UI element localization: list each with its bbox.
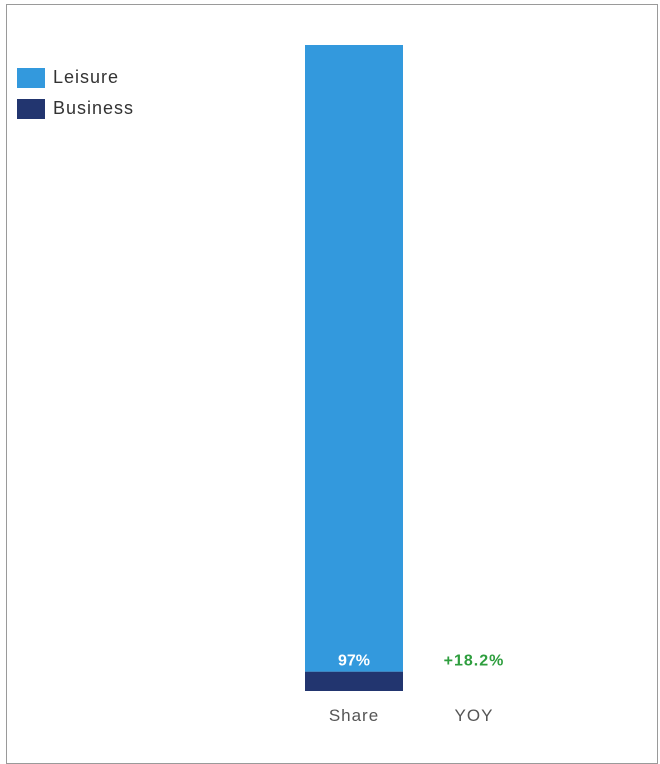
x-tick-label-yoy: YOY [455,706,494,725]
legend: Leisure Business [17,62,134,124]
legend-label-leisure: Leisure [53,67,120,87]
bar-segment-business[interactable] [305,671,403,691]
legend-label-business: Business [53,98,135,118]
data-label-yoy: +18.2% [444,653,505,670]
legend-item-business[interactable]: Business [17,93,134,124]
legend-swatch-business [17,98,45,119]
legend-swatch-leisure [17,67,45,88]
data-label-share: 97% [338,653,370,670]
x-tick-label-share: Share [329,706,379,725]
bar-segment-leisure[interactable] [305,45,403,672]
legend-item-leisure[interactable]: Leisure [17,62,134,93]
